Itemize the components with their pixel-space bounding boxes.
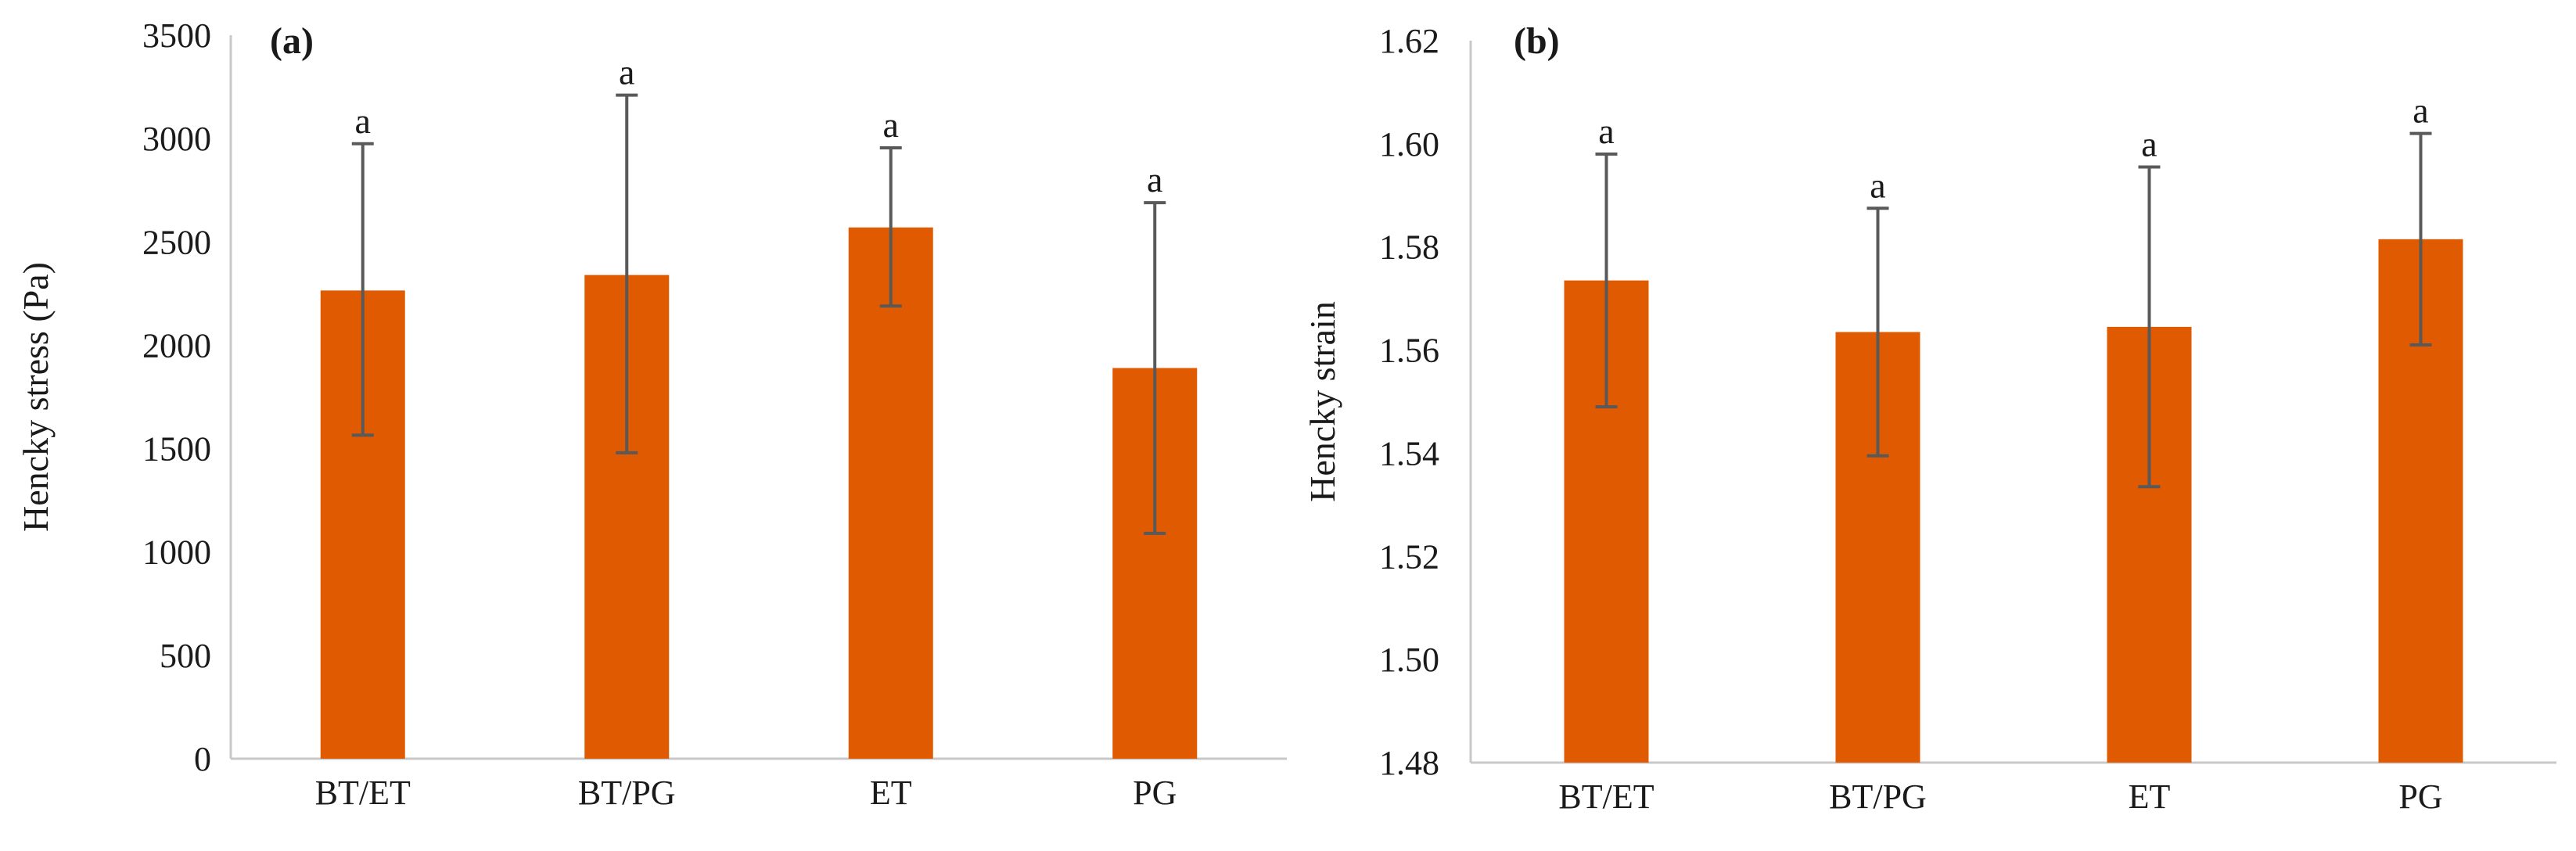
y-tick-label: 1000	[142, 533, 211, 572]
y-axis-title: Hencky stress (Pa)	[16, 262, 56, 532]
significance-letter: a	[355, 101, 371, 141]
y-tick-label: 1.48	[1379, 744, 1439, 782]
y-tick-label: 1.62	[1379, 22, 1439, 60]
y-tick-label: 2500	[142, 223, 211, 261]
panel-a: 0 500 1000 1500 2000 2500 3000 3500 Hencky stres…	[16, 16, 1287, 812]
significance-letter: a	[2413, 91, 2428, 131]
x-tick-label: ET	[2129, 777, 2171, 816]
x-tick-label: BT/PG	[1829, 777, 1927, 816]
x-tick-label: BT/ET	[1558, 777, 1654, 816]
y-tick-label: 3000	[142, 120, 211, 158]
y-tick-label: 1.56	[1379, 332, 1439, 370]
x-tick-label: PG	[2398, 777, 2442, 816]
significance-letter: a	[619, 52, 634, 92]
x-tick-label: ET	[870, 774, 912, 812]
y-tick-label: 2000	[142, 326, 211, 364]
y-tick-label: 1.52	[1379, 537, 1439, 576]
y-tick-label: 3500	[142, 16, 211, 55]
y-axis-title: Hencky strain	[1302, 301, 1342, 502]
bar	[848, 227, 933, 759]
y-tick-label: 1500	[142, 430, 211, 469]
x-tick-label: BT/PG	[578, 774, 676, 812]
significance-letter: a	[1598, 111, 1614, 151]
significance-letter: a	[2141, 124, 2157, 164]
significance-letter: a	[1147, 160, 1162, 199]
significance-letter: a	[1870, 165, 1885, 205]
y-tick-label: 0	[194, 740, 211, 778]
panel-label: (a)	[270, 20, 314, 62]
y-tick-label: 1.58	[1379, 228, 1439, 267]
x-tick-label: PG	[1133, 774, 1177, 812]
panel-label: (b)	[1514, 20, 1560, 62]
x-tick-label: BT/ET	[315, 774, 411, 812]
y-tick-label: 500	[160, 637, 211, 675]
panel-b: 1.48 1.50 1.52 1.54 1.56 1.58 1.60 1.62 Hencky s…	[1302, 20, 2556, 816]
significance-letter: a	[883, 105, 899, 145]
y-tick-label: 1.60	[1379, 125, 1439, 163]
y-tick-label: 1.54	[1379, 434, 1439, 472]
y-tick-label: 1.50	[1379, 641, 1439, 679]
